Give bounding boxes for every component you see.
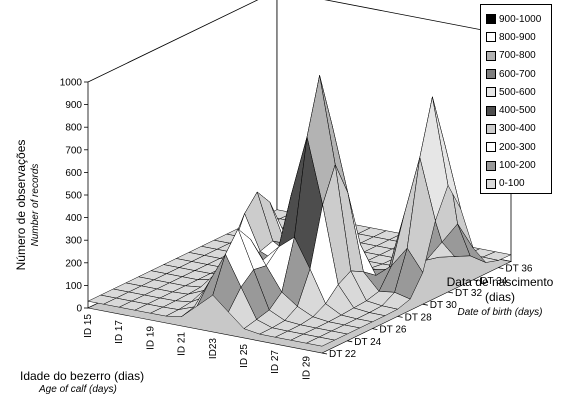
z-tick-label: 700	[65, 145, 82, 156]
y-tick-label: DT 28	[405, 312, 432, 323]
legend-swatch	[486, 14, 496, 25]
legend-item: 400-500	[486, 101, 547, 119]
z-tick-label: 200	[65, 258, 82, 269]
z-axis-label: Número de observações	[14, 140, 28, 271]
legend: 900-1000 800-900 700-800 600-700 500-600 400-…	[480, 4, 552, 194]
surface-cell	[305, 336, 336, 347]
z-tick-label: 400	[65, 213, 82, 224]
legend-swatch	[486, 142, 496, 153]
x-tick-label: ID 17	[114, 320, 125, 344]
legend-item: 800-900	[486, 28, 547, 46]
legend-item: 700-800	[486, 47, 547, 65]
legend-swatch	[486, 105, 496, 116]
legend-swatch	[486, 123, 496, 134]
y-tick-mark	[321, 352, 328, 355]
y-axis-sublabel: Date of birth (days)	[457, 307, 542, 318]
y-tick-label: DT 30	[430, 300, 457, 311]
legend-label: 500-600	[499, 86, 536, 98]
y-axis-label-line1: Data de nascimento	[447, 275, 554, 289]
y-tick-label: DT 26	[379, 325, 406, 336]
legend-label: 800-900	[499, 31, 536, 43]
y-tick-label: DT 32	[455, 288, 482, 299]
x-tick-label: ID23	[208, 338, 219, 360]
legend-label: 100-200	[499, 160, 536, 172]
legend-swatch	[486, 50, 496, 61]
y-tick-mark	[498, 267, 504, 269]
legend-item: 600-700	[486, 65, 547, 83]
y-tick-mark	[372, 328, 378, 330]
x-axis-sublabel: Age of calf (days)	[38, 384, 117, 395]
z-tick-label: 800	[65, 123, 82, 134]
legend-swatch	[486, 160, 496, 171]
y-tick-mark	[473, 279, 479, 282]
z-tick-label: 600	[65, 168, 82, 179]
x-tick-label: ID 29	[301, 356, 312, 380]
y-axis-label-line2: (dias)	[485, 290, 515, 304]
y-tick-label: DT 24	[354, 337, 381, 348]
y-tick-mark	[347, 340, 353, 343]
z-axis-ticks: 0 100 200 300 400 500 600 700 800 900 1000	[60, 78, 88, 315]
legend-label: 400-500	[499, 105, 536, 117]
x-tick-label: ID 21	[177, 332, 188, 356]
y-tick-mark	[447, 291, 454, 294]
legend-label: 200-300	[499, 141, 536, 153]
z-tick-label: 100	[65, 281, 82, 292]
z-axis-sublabel: Number of records	[30, 164, 41, 247]
legend-item: 100-200	[486, 156, 547, 174]
legend-swatch	[486, 32, 496, 43]
legend-label: 700-800	[499, 50, 536, 62]
z-tick-label: 0	[76, 304, 82, 315]
legend-item: 0-100	[486, 175, 547, 193]
y-tick-mark	[422, 303, 428, 306]
legend-item: 900-1000	[486, 10, 547, 28]
legend-label: 0-100	[499, 178, 525, 190]
legend-item: 500-600	[486, 83, 547, 101]
legend-swatch	[486, 87, 496, 98]
z-tick-label: 900	[65, 100, 82, 111]
legend-item: 200-300	[486, 138, 547, 156]
surface-mesh	[87, 75, 512, 347]
x-axis-label: Idade do bezerro (dias)	[20, 369, 144, 383]
z-tick-label: 300	[65, 236, 82, 247]
z-tick-label: 500	[65, 191, 82, 202]
x-tick-label: ID 27	[270, 350, 281, 374]
legend-label: 300-400	[499, 123, 536, 135]
z-axis-title: Número de observações	[14, 140, 28, 271]
legend-item: 300-400	[486, 120, 547, 138]
y-tick-label: DT 34	[480, 276, 507, 287]
y-tick-mark	[397, 316, 403, 318]
legend-swatch	[486, 69, 496, 80]
y-tick-label: DT 36	[505, 264, 532, 275]
z-axis-subtitle: Number of records	[30, 164, 41, 247]
legend-swatch	[486, 178, 496, 189]
y-tick-label: DT 22	[329, 349, 356, 360]
legend-label: 600-700	[499, 68, 536, 80]
x-tick-label: ID 19	[145, 326, 156, 350]
x-tick-label: ID 15	[83, 314, 94, 338]
x-axis-ticks: ID 15 ID 17 ID 19 ID 21 ID23 ID 25 ID 27 ID 29	[83, 314, 312, 380]
z-tick-label: 1000	[60, 78, 83, 89]
legend-label: 900-1000	[499, 13, 542, 25]
x-tick-label: ID 25	[239, 344, 250, 368]
